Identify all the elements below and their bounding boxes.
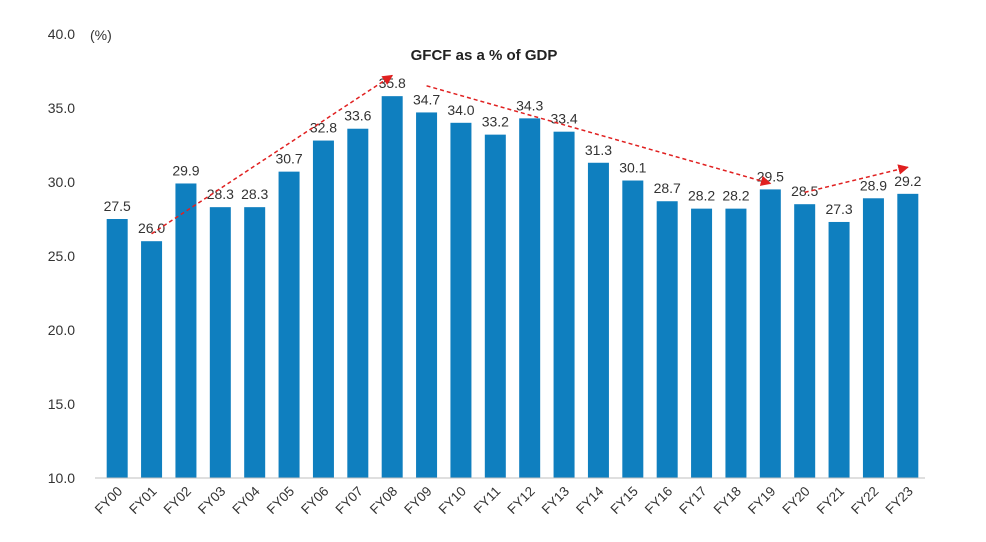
x-tick-fy23: FY23 — [883, 484, 916, 517]
x-tick-fy14: FY14 — [573, 483, 607, 517]
bar-fy04 — [244, 207, 266, 478]
bar-fy19 — [759, 189, 781, 478]
x-tick-fy12: FY12 — [504, 484, 537, 517]
bar-fy21 — [828, 221, 850, 478]
x-tick-fy10: FY10 — [436, 484, 469, 517]
data-label-fy22: 28.9 — [860, 177, 887, 193]
x-tick-fy13: FY13 — [539, 484, 572, 517]
bar-fy22 — [862, 198, 884, 478]
bar-fy17 — [691, 208, 713, 478]
data-label-fy05: 30.7 — [275, 151, 302, 167]
x-axis: FY00 FY01 FY02 FY03 FY04 FY05 FY06 FY07 FY08 FY09… — [92, 483, 916, 517]
x-tick-fy02: FY02 — [161, 484, 194, 517]
y-tick-label: 35.0 — [48, 100, 75, 116]
data-label-fy11: 33.2 — [482, 114, 509, 130]
bar-fy10 — [450, 122, 472, 479]
x-tick-fy20: FY20 — [779, 484, 812, 517]
data-label-fy07: 33.6 — [344, 108, 371, 124]
bar-fy01 — [141, 241, 163, 478]
data-label-fy04: 28.3 — [241, 186, 268, 202]
chart-title: GFCF as a % of GDP — [411, 47, 558, 64]
x-tick-fy15: FY15 — [608, 484, 641, 517]
data-label-fy06: 32.8 — [310, 120, 337, 136]
trend-arrow-3 — [804, 164, 909, 194]
bar-fy18 — [725, 208, 747, 478]
y-tick-label: 15.0 — [48, 396, 75, 412]
data-label-fy10: 34.0 — [447, 102, 474, 118]
y-tick-label: 10.0 — [48, 470, 75, 486]
x-tick-fy11: FY11 — [471, 484, 504, 517]
x-tick-fy09: FY09 — [401, 484, 434, 517]
bar-fy14 — [587, 162, 609, 478]
y-tick-label: 25.0 — [48, 248, 75, 264]
y-tick-label: 20.0 — [48, 322, 75, 338]
bar-fy12 — [519, 118, 541, 479]
x-tick-fy16: FY16 — [642, 484, 675, 517]
bar-fy11 — [484, 134, 506, 478]
data-label-fy18: 28.2 — [722, 188, 749, 204]
x-tick-fy19: FY19 — [745, 484, 778, 517]
x-tick-fy21: FY21 — [814, 484, 847, 517]
bar-fy23 — [897, 193, 919, 478]
bar-fy08 — [381, 96, 403, 478]
data-label-fy16: 28.7 — [654, 180, 681, 196]
data-label-fy19: 29.5 — [757, 168, 784, 184]
x-tick-fy06: FY06 — [298, 484, 331, 517]
data-label-fy17: 28.2 — [688, 188, 715, 204]
data-label-fy08: 35.8 — [379, 75, 406, 91]
data-label-fy01: 26.0 — [138, 220, 165, 236]
bar-fy09 — [416, 112, 438, 478]
data-label-fy20: 28.5 — [791, 183, 818, 199]
bar-series — [106, 96, 919, 479]
data-label-fy02: 29.9 — [172, 162, 199, 178]
x-tick-fy00: FY00 — [92, 484, 125, 517]
x-tick-fy05: FY05 — [264, 484, 297, 517]
bar-fy16 — [656, 201, 678, 479]
x-tick-fy01: FY01 — [126, 484, 159, 517]
bar-fy15 — [622, 180, 644, 478]
trend-arrows — [151, 74, 909, 235]
data-label-fy09: 34.7 — [413, 91, 440, 107]
data-label-fy15: 30.1 — [619, 160, 646, 176]
data-label-fy23: 29.2 — [894, 173, 921, 189]
x-tick-fy08: FY08 — [367, 484, 400, 517]
trend-arrow-1 — [151, 74, 394, 235]
y-axis: 10.0 15.0 20.0 25.0 30.0 35.0 40.0 — [48, 26, 75, 486]
data-label-fy12: 34.3 — [516, 97, 543, 113]
data-label-fy03: 28.3 — [207, 186, 234, 202]
bar-fy05 — [278, 171, 300, 478]
x-tick-fy17: FY17 — [676, 484, 709, 517]
bar-fy06 — [312, 140, 334, 478]
bar-fy13 — [553, 131, 575, 478]
x-tick-fy03: FY03 — [195, 484, 228, 517]
y-tick-label: 30.0 — [48, 174, 75, 190]
y-axis-unit-label: (%) — [90, 27, 112, 43]
bar-fy03 — [209, 207, 231, 478]
x-tick-fy22: FY22 — [848, 484, 881, 517]
y-tick-label: 40.0 — [48, 26, 75, 42]
x-tick-fy04: FY04 — [229, 483, 263, 517]
bar-fy20 — [794, 204, 816, 478]
trend-arrow-2 — [426, 85, 772, 186]
x-tick-fy18: FY18 — [711, 484, 744, 517]
bar-fy02 — [175, 183, 197, 479]
data-label-fy21: 27.3 — [825, 201, 852, 217]
data-label-fy00: 27.5 — [104, 198, 131, 214]
data-label-fy14: 31.3 — [585, 142, 612, 158]
x-tick-fy07: FY07 — [333, 484, 366, 517]
bar-fy07 — [347, 128, 369, 478]
bar-fy00 — [106, 219, 128, 478]
